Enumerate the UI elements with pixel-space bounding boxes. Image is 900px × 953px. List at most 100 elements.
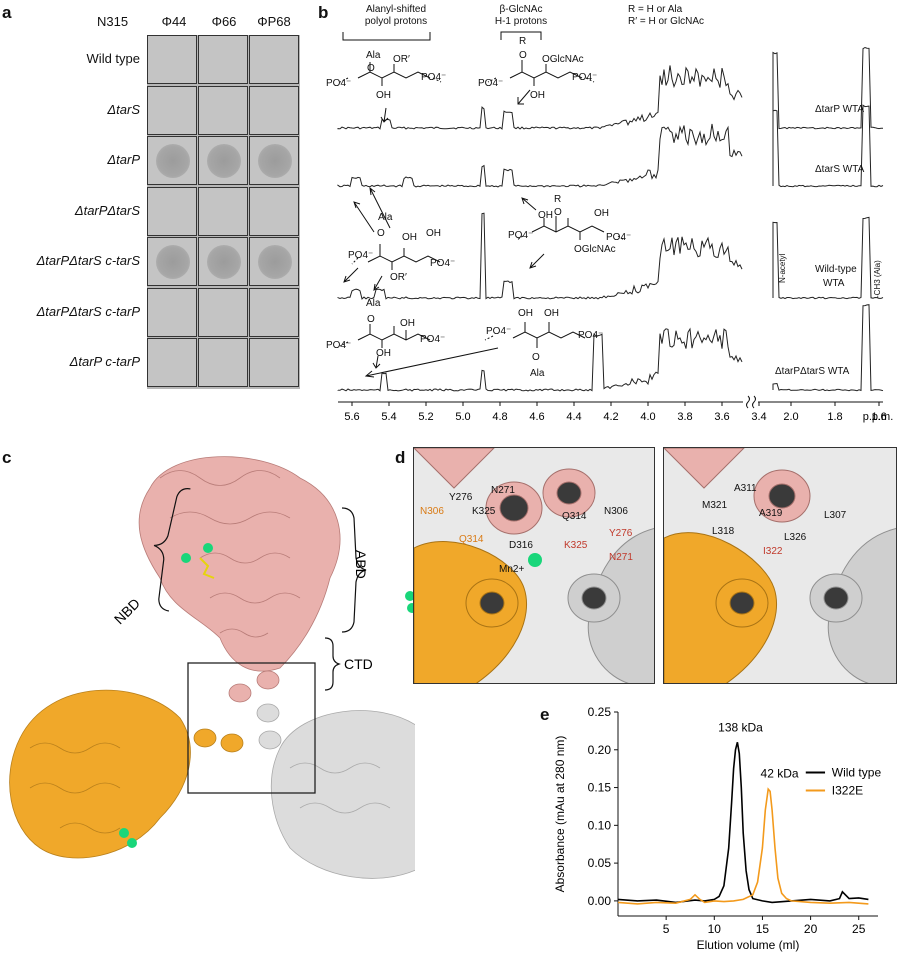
plaque-cell	[198, 187, 248, 236]
struct-oglcnac: OGlcNAc	[542, 54, 584, 65]
nmr-trace	[338, 213, 742, 299]
nmr-trace	[338, 329, 742, 391]
struct-po4: PO4⁻	[606, 232, 631, 243]
struct-po4: PO4⁻	[478, 78, 503, 89]
nmr-tick-label: 4.2	[603, 411, 618, 423]
structure-5	[340, 324, 430, 368]
chart-legend: Wild type I322E	[806, 765, 882, 797]
nmr-tick-label: 3.4	[751, 411, 766, 423]
residue-label: N271	[609, 552, 633, 563]
plaque-cell	[198, 338, 248, 387]
nmr-tick-label: 5.4	[381, 411, 396, 423]
residue-label: Y276	[609, 528, 632, 539]
nmr-trace	[338, 124, 742, 187]
nmr-tick-label: 3.6	[714, 411, 729, 423]
legend-label: I322E	[832, 783, 863, 797]
panel-a-letter: a	[2, 3, 11, 23]
x-tick-label: 25	[852, 922, 866, 936]
legend-label: Wild type	[832, 765, 882, 779]
residue-label: Mn2+	[499, 564, 524, 575]
plaque-cell	[249, 288, 299, 337]
n-acetyl-label: N-acetyl	[778, 253, 787, 283]
y-tick-label: 0.25	[588, 705, 612, 719]
rprime-note: R′ = H or GlcNAc	[628, 16, 704, 27]
nmr-tick-label: 2.0	[783, 411, 798, 423]
struct-or: OR′	[390, 272, 407, 283]
header-mid-line2: H-1 protons	[495, 16, 547, 27]
residue-label: K325	[564, 540, 587, 551]
residue-label: A319	[759, 508, 782, 519]
struct-o: O	[519, 50, 527, 61]
nbd-label: NBD	[111, 595, 143, 627]
plaque-cell	[147, 35, 197, 84]
strain-row-label: ΔtarPΔtarS c-tarP	[0, 304, 140, 319]
pink-protomer	[139, 457, 340, 702]
residue-label: M321	[702, 500, 727, 511]
panel-d-left-art	[414, 448, 655, 684]
strain-row-label: ΔtarS	[0, 102, 140, 117]
struct-ala: Ala	[366, 50, 381, 61]
struct-o: O	[377, 228, 385, 239]
struct-po4: PO4⁻	[486, 326, 511, 337]
header-mid-line1: β-GlcNAc	[500, 4, 543, 15]
trace-label-double: ΔtarPΔtarS WTA	[775, 366, 850, 377]
x-tick-label: 15	[756, 922, 770, 936]
mn-ion	[119, 828, 129, 838]
panel-d-right: A311 M321 A319 L307 L318 L326 I322	[663, 447, 897, 684]
nmr-tick-label: 5.6	[344, 411, 359, 423]
trace-label-wt-1: Wild-type	[815, 264, 857, 275]
nmr-tick-label: 4.4	[566, 411, 581, 423]
nmr-tick-label: 1.8	[827, 411, 842, 423]
r-note: R = H or Ala	[628, 4, 683, 15]
plaque-cell	[198, 136, 248, 185]
phage-label: ΦP68	[249, 14, 299, 29]
residue-label: L318	[712, 526, 734, 537]
nmr-tick-label: 4.8	[492, 411, 507, 423]
plaque-cell	[249, 136, 299, 185]
sec-chart: 5 10 15 20 250.000.050.100.150.200.25 138 kD…	[540, 700, 895, 953]
plaque-zone	[207, 245, 241, 279]
plaque-cell	[147, 338, 197, 387]
residue-label: Q314	[459, 534, 483, 545]
plaque-cell	[249, 35, 299, 84]
x-tick-label: 5	[663, 922, 670, 936]
plaque-cell	[198, 237, 248, 286]
nmr-tick-label: 5.0	[455, 411, 470, 423]
struct-po4: PO4⁻	[430, 258, 455, 269]
plaque-cell	[198, 86, 248, 135]
ctd-label: CTD	[344, 656, 373, 672]
ctd-brace	[325, 638, 339, 690]
strain-row-label: ΔtarPΔtarS c-tarS	[0, 253, 140, 268]
struct-or: OR′	[393, 54, 410, 65]
struct-po4: PO4⁻	[508, 230, 533, 241]
struct-oh: OH	[518, 308, 533, 319]
y-tick-label: 0.15	[588, 781, 612, 795]
trace-label-tarp: ΔtarP WTA	[815, 104, 864, 115]
nmr-tick-label: 3.8	[677, 411, 692, 423]
residue-label: N271	[491, 485, 515, 496]
mn-ion	[203, 543, 213, 553]
struct-oh: OH	[402, 232, 417, 243]
phage-label: Φ44	[149, 14, 199, 29]
strain-row-label: ΔtarPΔtarS	[0, 203, 140, 218]
plaque-cell	[249, 338, 299, 387]
series-line-i322e	[618, 789, 868, 904]
struct-po4: PO4⁻	[421, 72, 446, 83]
struct-r: R	[519, 36, 526, 47]
struct-oh: OH	[544, 308, 559, 319]
struct-po4: PO4⁻	[578, 330, 603, 341]
plaque-cell	[147, 187, 197, 236]
struct-oh: OH	[376, 348, 391, 359]
nmr-trace	[773, 48, 883, 129]
header-left-line1: Alanyl-shifted	[366, 4, 426, 15]
plaque-cell	[249, 86, 299, 135]
x-axis-label: Elution volume (ml)	[697, 938, 800, 952]
panel-d-right-art	[664, 448, 897, 684]
struct-po4: PO4⁻	[348, 250, 373, 261]
panel-d-letter: d	[395, 448, 405, 468]
y-axis-label: Absorbance (mAu at 280 nm)	[553, 736, 567, 893]
y-tick-label: 0.10	[588, 818, 612, 832]
peak-label-42: 42 kDa	[761, 767, 799, 781]
struct-r: R	[554, 194, 561, 205]
phage-label: Φ66	[199, 14, 249, 29]
